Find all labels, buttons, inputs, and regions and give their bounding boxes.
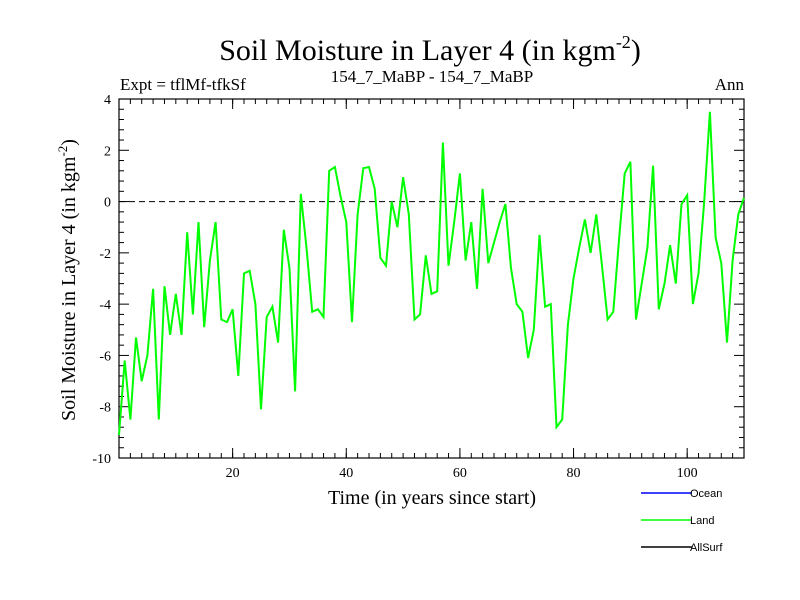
chart-title: Soil Moisture in Layer 4 (in kgm-2) (219, 32, 641, 67)
x-tick-label: 60 (453, 466, 467, 481)
plot-frame (118, 98, 745, 459)
y-tick-label: -2 (99, 247, 111, 262)
x-tick-label: 100 (677, 466, 698, 481)
axis-ticks (119, 98, 744, 459)
tick-labels: 20 40 60 80 100 -10 -8 -6 -4 -2 0 2 4 (92, 93, 697, 481)
y-tick-label: -10 (92, 452, 111, 467)
y-tick-label: 4 (104, 93, 111, 108)
x-axis-label: Time (in years since start) (328, 487, 536, 509)
y-tick-label: -6 (99, 349, 111, 364)
x-tick-label: 80 (567, 466, 581, 481)
period-label: 154_7_MaBP - 154_7_MaBP (331, 67, 533, 86)
legend-allsurf-label: AllSurf (690, 542, 723, 554)
legend: Ocean Land AllSurf (641, 488, 723, 554)
y-tick-label: -4 (99, 298, 111, 313)
y-tick-label: 0 (104, 196, 111, 211)
experiment-label: Expt = tflMf-tfkSf (120, 75, 246, 94)
season-label: Ann (715, 75, 745, 94)
land-series-line (118, 111, 745, 435)
x-tick-label: 40 (339, 466, 353, 481)
y-axis-label: Soil Moisture in Layer 4 (in kgm-2) (55, 139, 80, 421)
x-tick-label: 20 (226, 466, 240, 481)
legend-land-label: Land (690, 515, 714, 527)
y-tick-label: 2 (104, 144, 111, 159)
y-tick-label: -8 (99, 401, 111, 416)
legend-ocean-label: Ocean (690, 488, 722, 500)
